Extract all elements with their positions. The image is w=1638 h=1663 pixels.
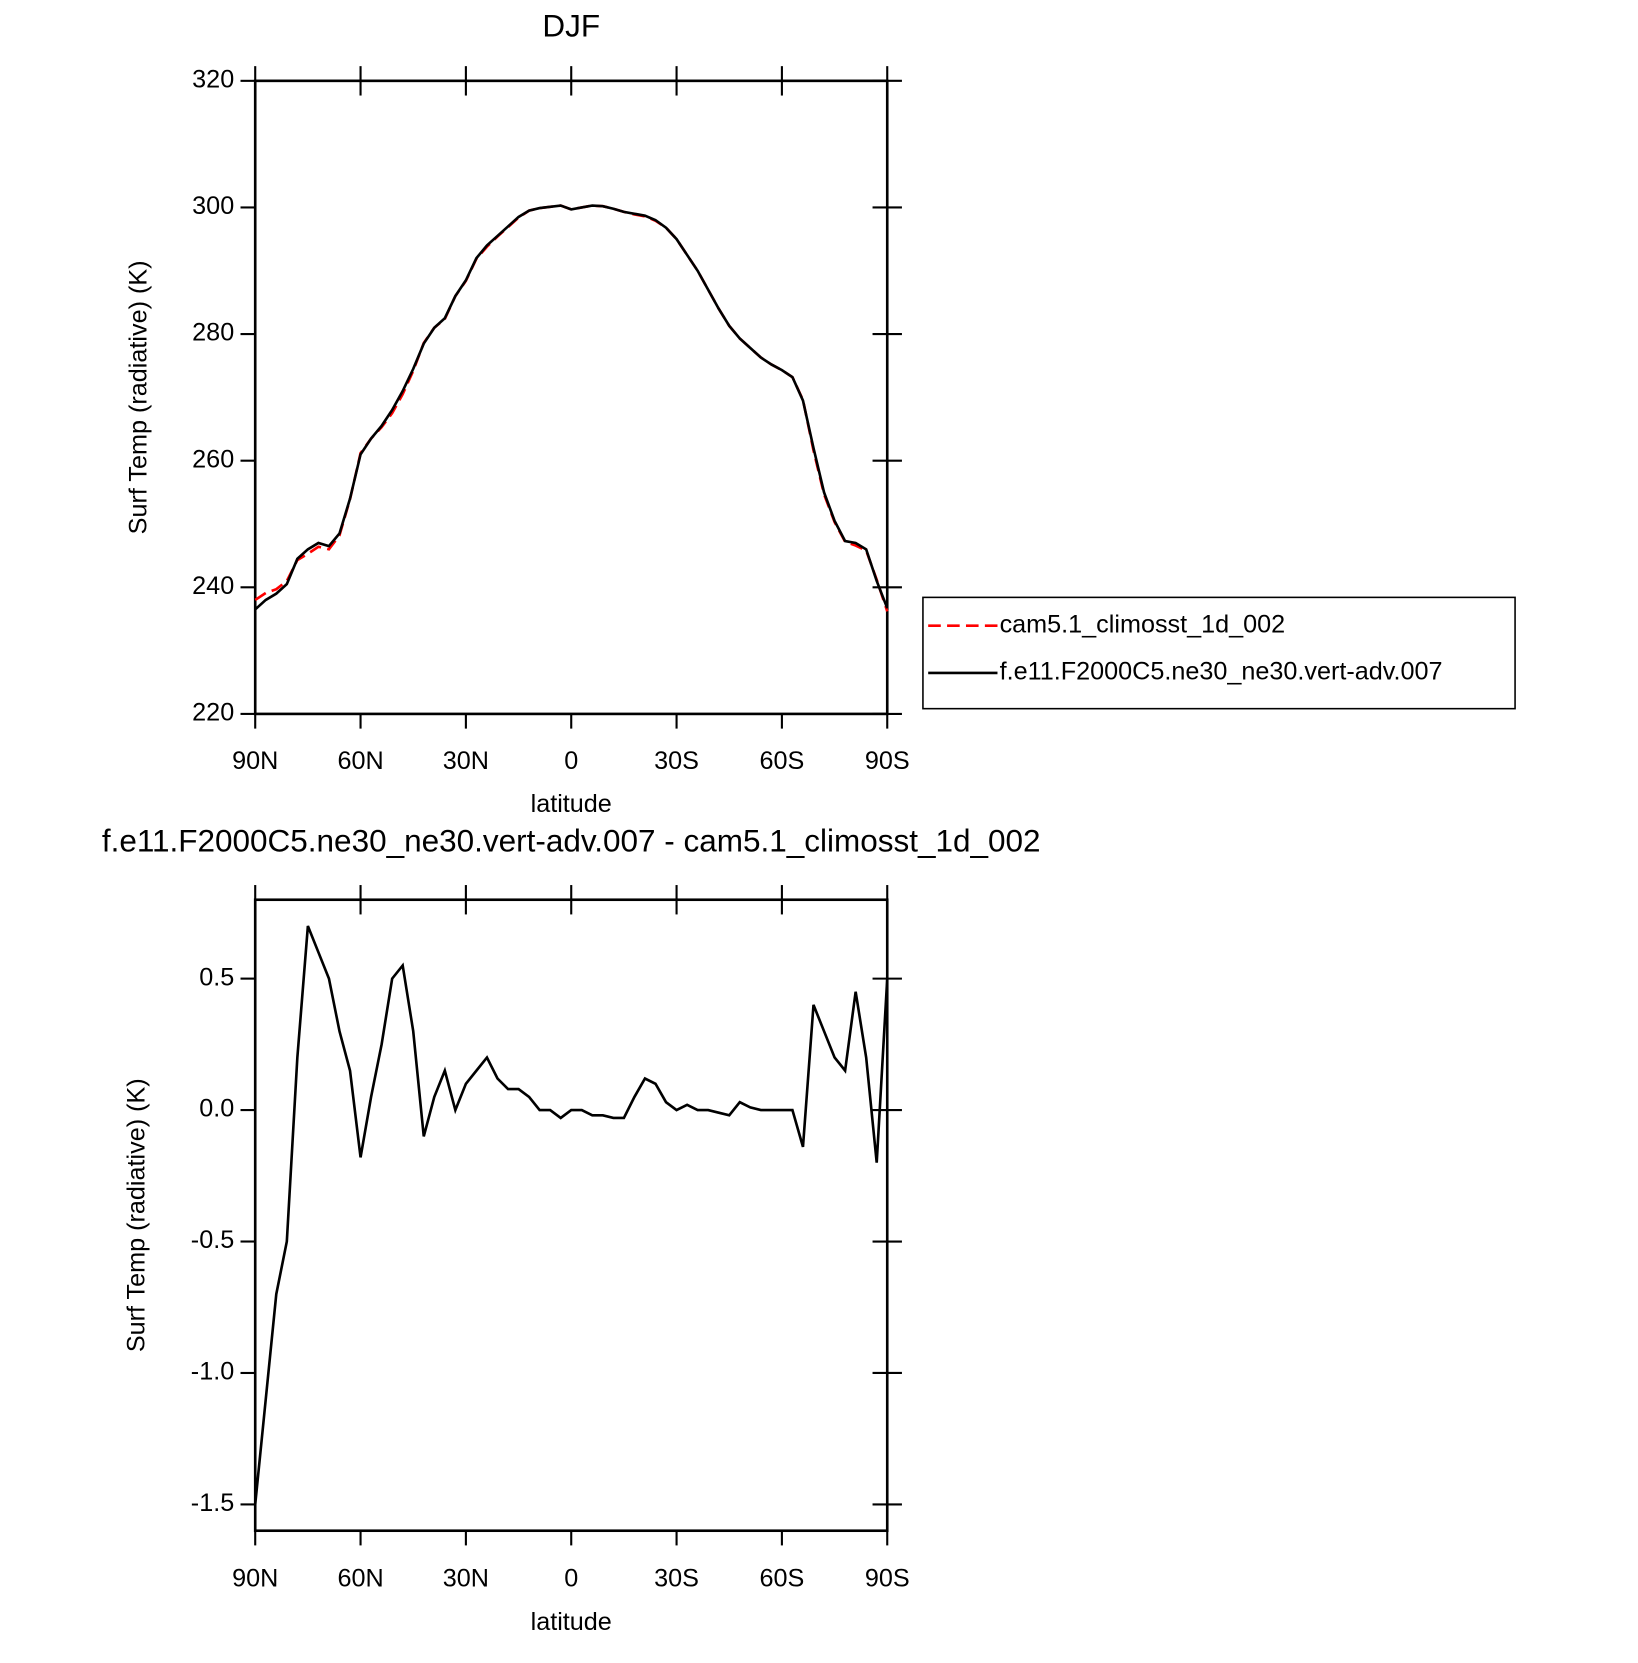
y-tick-label: 220 [192,699,234,727]
x-tick-label: 90S [865,747,910,775]
x-tick-label: 60N [337,1565,383,1593]
x-tick-label: 0 [564,747,578,775]
x-tick-label: 30S [654,747,699,775]
x-tick-label: 30S [654,1565,699,1593]
series-line [254,204,889,612]
legend-label: cam5.1_climosst_1d_002 [1000,610,1286,638]
y-tick-label: 0.0 [199,1095,234,1123]
y-tick-label: 240 [192,572,234,600]
x-tick-label: 30N [443,1565,489,1593]
series-line [254,204,889,611]
y-tick-label: -1.5 [191,1489,234,1517]
y-tick-label: 300 [192,192,234,220]
series-line [253,925,889,1505]
y-tick-label: 280 [192,319,234,347]
x-tick-label: 90N [232,1565,278,1593]
y-tick-label: 0.5 [199,963,234,991]
y-tick-label: -0.5 [191,1226,234,1254]
x-axis-label: latitude [531,790,612,818]
x-tick-label: 60S [759,1565,804,1593]
x-tick-label: 0 [564,1565,578,1593]
x-tick-label: 90S [865,1565,910,1593]
chart-title: DJF [542,8,600,44]
y-tick-label: 260 [192,445,234,473]
legend-box [922,596,1516,710]
x-tick-label: 60N [337,747,383,775]
y-tick-label: 320 [192,65,234,93]
x-tick-label: 60S [759,747,804,775]
x-tick-label: 90N [232,747,278,775]
y-axis-label: Surf Temp (radiative) (K) [124,260,152,534]
x-tick-label: 30N [443,747,489,775]
legend-label: f.e11.F2000C5.ne30_ne30.vert-adv.007 [1000,658,1443,686]
plot-frame [253,79,889,716]
chart-title: f.e11.F2000C5.ne30_ne30.vert-adv.007 - c… [102,822,1041,858]
x-axis-label: latitude [531,1608,612,1636]
y-tick-label: -1.0 [191,1358,234,1386]
plot-frame [253,898,889,1533]
y-axis-label: Surf Temp (radiative) (K) [122,1078,150,1352]
